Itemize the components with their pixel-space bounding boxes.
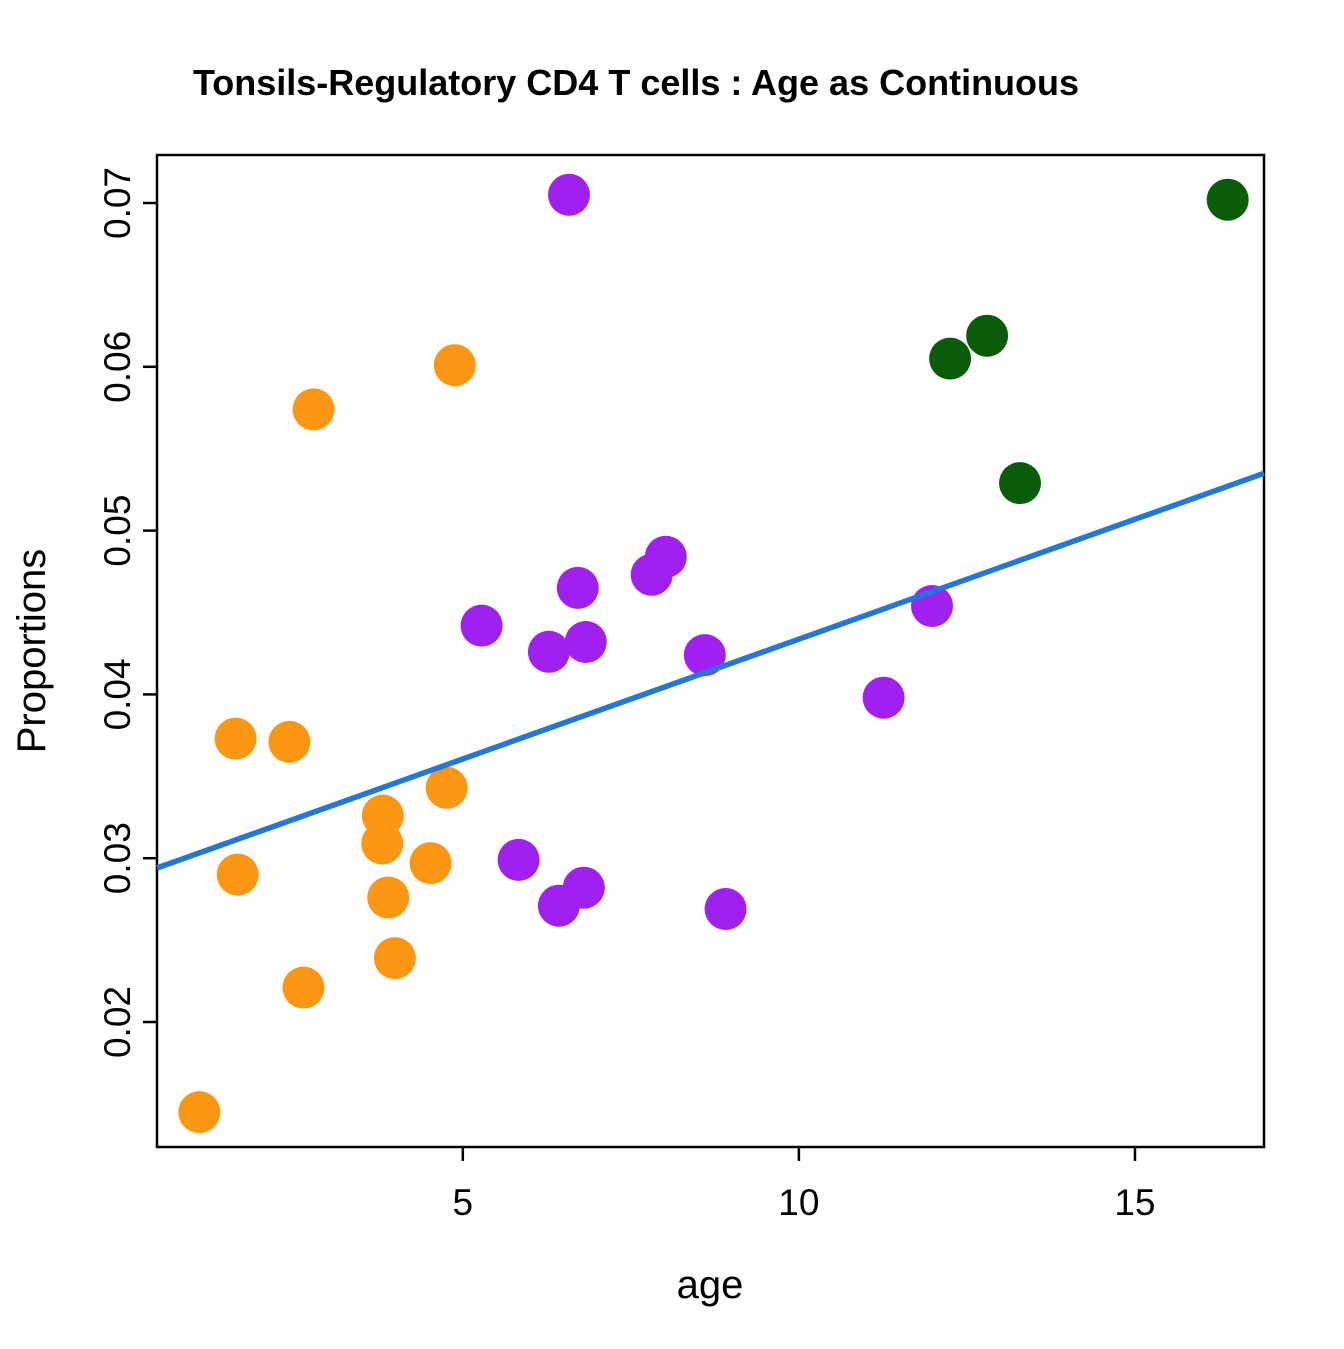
y-tick-label: 0.02 — [97, 986, 138, 1058]
y-tick-label: 0.04 — [97, 658, 138, 730]
data-point-age-group-young-orange — [216, 853, 259, 896]
chart-title: Tonsils-Regulatory CD4 T cells : Age as … — [193, 62, 1079, 103]
data-point-age-group-old-darkgreen — [1206, 178, 1249, 221]
data-point-age-group-middle-purple — [644, 535, 687, 578]
data-point-age-group-middle-purple — [704, 888, 747, 930]
data-point-age-group-young-orange — [214, 717, 257, 760]
regression-line-layer — [156, 470, 1265, 871]
data-point-age-group-middle-purple — [556, 566, 599, 609]
data-point-age-group-young-orange — [433, 344, 476, 387]
x-tick-label: 5 — [453, 1182, 474, 1223]
x-tick-label: 10 — [778, 1182, 819, 1223]
y-tick-label: 0.05 — [97, 495, 138, 567]
data-point-age-group-middle-purple — [862, 676, 905, 719]
data-point-age-group-young-orange — [367, 876, 410, 919]
data-point-age-group-young-orange — [268, 720, 311, 763]
data-point-age-group-young-orange — [409, 842, 452, 885]
y-tick-label: 0.03 — [97, 822, 138, 894]
x-tick-label: 15 — [1114, 1182, 1155, 1223]
data-point-age-group-middle-purple — [497, 838, 540, 881]
y-tick-label: 0.06 — [97, 331, 138, 403]
data-point-age-group-middle-purple — [564, 621, 607, 663]
x-axis-ticks-layer: 5 10 15 — [453, 1147, 1156, 1223]
data-point-age-group-middle-purple — [683, 634, 726, 677]
x-axis-label: age — [677, 1263, 744, 1307]
data-point-age-group-old-darkgreen — [999, 462, 1041, 505]
y-axis-ticks-layer: 0.02 0.03 0.04 0.05 0.06 0.07 — [97, 167, 157, 1058]
data-point-age-group-middle-purple — [562, 866, 605, 909]
data-point-age-group-young-orange — [373, 937, 416, 980]
data-point-age-group-young-orange — [282, 966, 325, 1009]
regression-line — [156, 470, 1265, 871]
data-point-age-group-middle-purple — [460, 604, 503, 647]
y-axis-label: Proportions — [10, 549, 54, 754]
data-point-age-group-old-darkgreen — [929, 337, 972, 380]
data-point-age-group-young-orange — [425, 766, 468, 809]
data-points-layer — [178, 173, 1249, 1134]
data-point-age-group-old-darkgreen — [966, 314, 1009, 357]
y-tick-label: 0.07 — [97, 167, 138, 239]
data-point-age-group-young-orange — [292, 388, 335, 431]
data-point-age-group-middle-purple — [527, 630, 570, 673]
data-point-age-group-young-orange — [178, 1091, 221, 1134]
data-point-age-group-middle-purple — [548, 173, 590, 216]
data-point-age-group-young-orange — [361, 822, 404, 865]
plot-border-box — [155, 153, 1266, 1149]
